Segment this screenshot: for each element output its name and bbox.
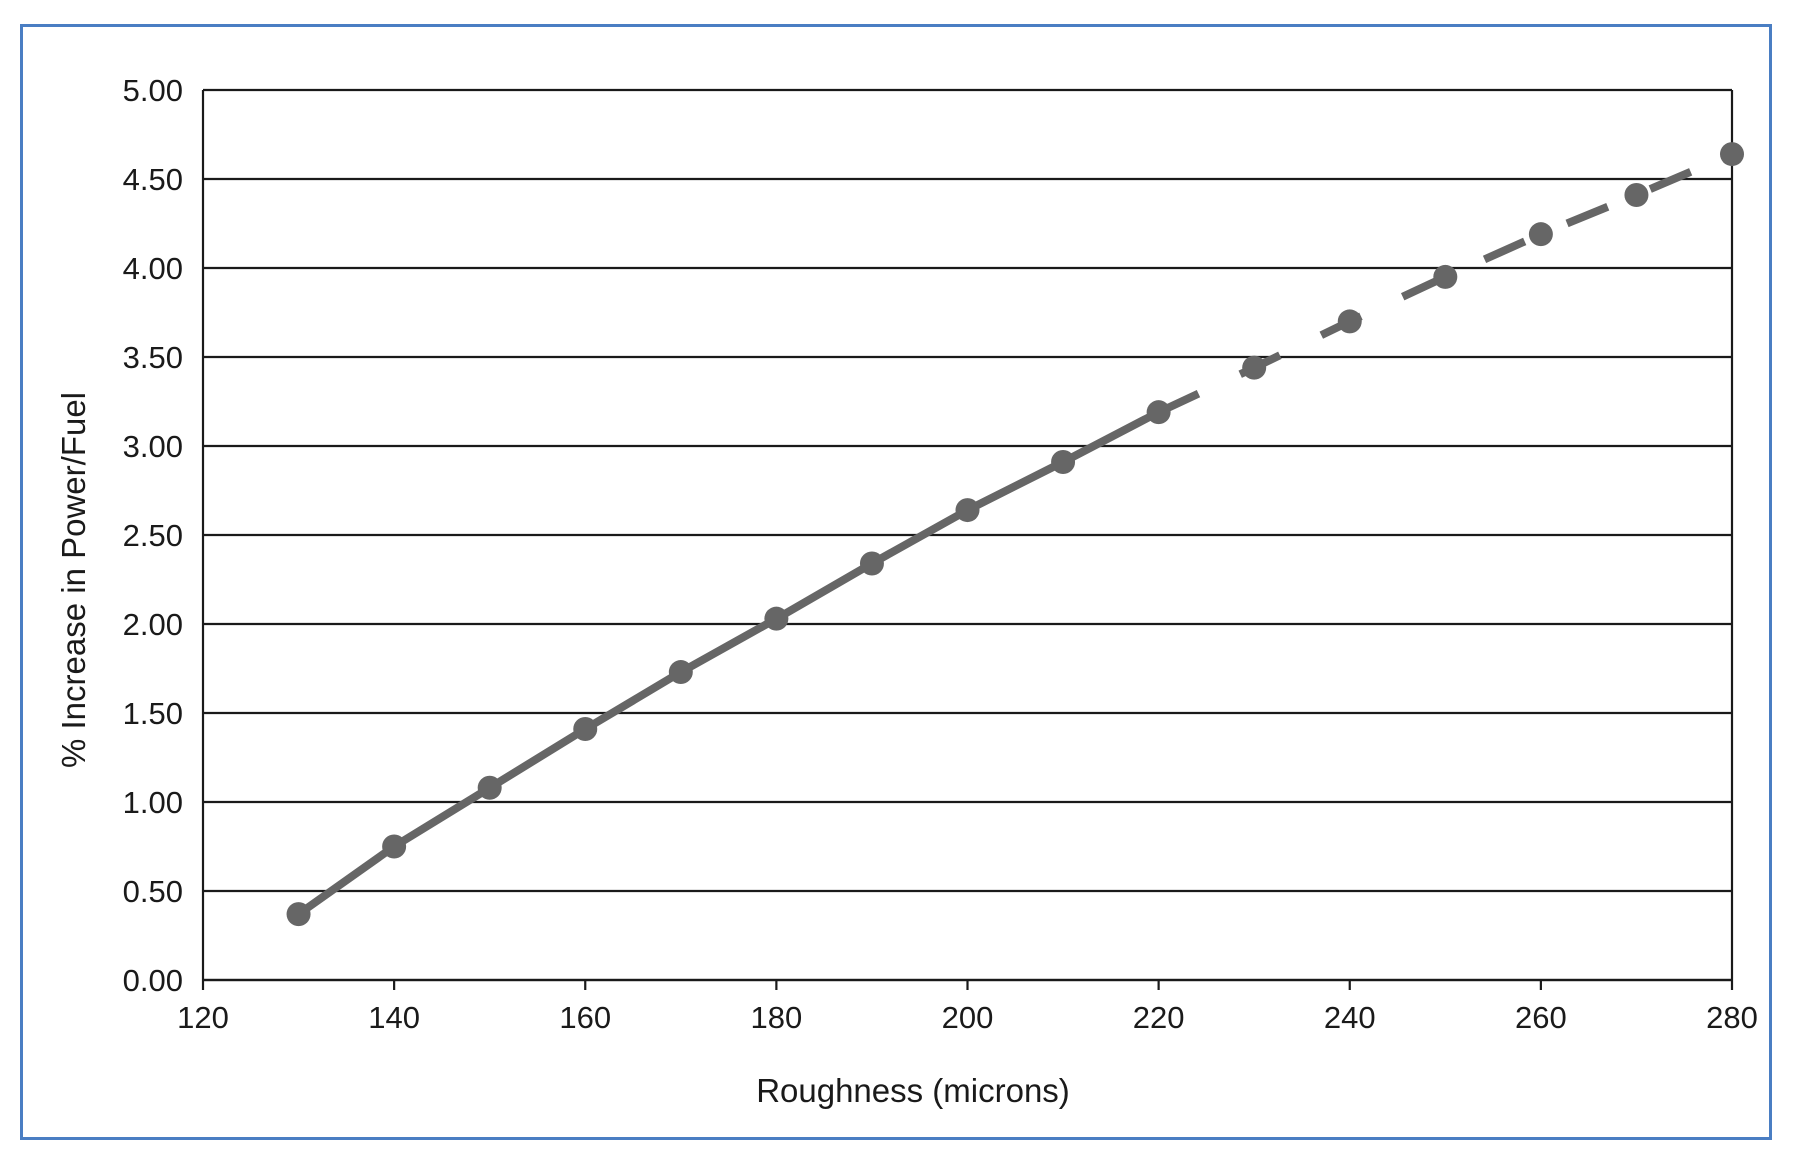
- x-tick-label: 280: [1706, 1000, 1758, 1035]
- data-point: [1624, 183, 1649, 208]
- tick-labels: 0.00 0.50 1.00 1.50 2.00 2.50 3.00 3.50 4.00 4.50…: [123, 73, 1758, 1035]
- y-tick-label: 4.00: [123, 251, 183, 286]
- x-tick-label: 240: [1324, 1000, 1376, 1035]
- y-tick-label: 3.50: [123, 340, 183, 375]
- data-point: [1146, 400, 1171, 425]
- x-axis-title: Roughness (microns): [756, 1072, 1070, 1109]
- y-tick-label: 1.00: [123, 785, 183, 820]
- axes: [201, 90, 1734, 990]
- series-layer: [286, 142, 1744, 927]
- data-point: [668, 660, 693, 685]
- y-tick-label: 2.50: [123, 518, 183, 553]
- data-point: [1433, 264, 1458, 289]
- y-tick-label: 0.00: [123, 963, 183, 998]
- y-tick-label: 1.50: [123, 696, 183, 731]
- data-point: [859, 551, 884, 576]
- x-tick-label: 200: [942, 1000, 994, 1035]
- data-point: [573, 717, 598, 742]
- x-tick-label: 140: [368, 1000, 420, 1035]
- chart-canvas: 0.00 0.50 1.00 1.50 2.00 2.50 3.00 3.50 4.00 4.50…: [55, 73, 1758, 1109]
- data-point: [1528, 222, 1553, 247]
- y-axis-title: % Increase in Power/Fuel: [55, 392, 92, 768]
- data-point: [477, 775, 502, 800]
- gridlines: [203, 88, 1732, 982]
- data-point: [1337, 309, 1362, 334]
- x-tick-label: 180: [751, 1000, 803, 1035]
- x-tick-label: 260: [1515, 1000, 1567, 1035]
- x-tick-label: 120: [177, 1000, 229, 1035]
- y-tick-label: 5.00: [123, 73, 183, 108]
- data-point: [286, 902, 311, 927]
- y-tick-label: 4.50: [123, 162, 183, 197]
- x-tick-label: 220: [1133, 1000, 1185, 1035]
- data-point: [1242, 355, 1267, 380]
- data-point: [382, 834, 407, 859]
- chart-frame: 0.00 0.50 1.00 1.50 2.00 2.50 3.00 3.50 4.00 4.50…: [20, 24, 1772, 1140]
- y-tick-label: 0.50: [123, 874, 183, 909]
- data-point: [955, 498, 980, 523]
- series-line-solid: [296, 408, 1161, 918]
- data-point: [1720, 142, 1744, 167]
- data-point: [1051, 450, 1076, 475]
- data-point: [764, 606, 789, 631]
- x-tick-label: 160: [559, 1000, 611, 1035]
- y-tick-label: 2.00: [123, 607, 183, 642]
- y-tick-label: 3.00: [123, 429, 183, 464]
